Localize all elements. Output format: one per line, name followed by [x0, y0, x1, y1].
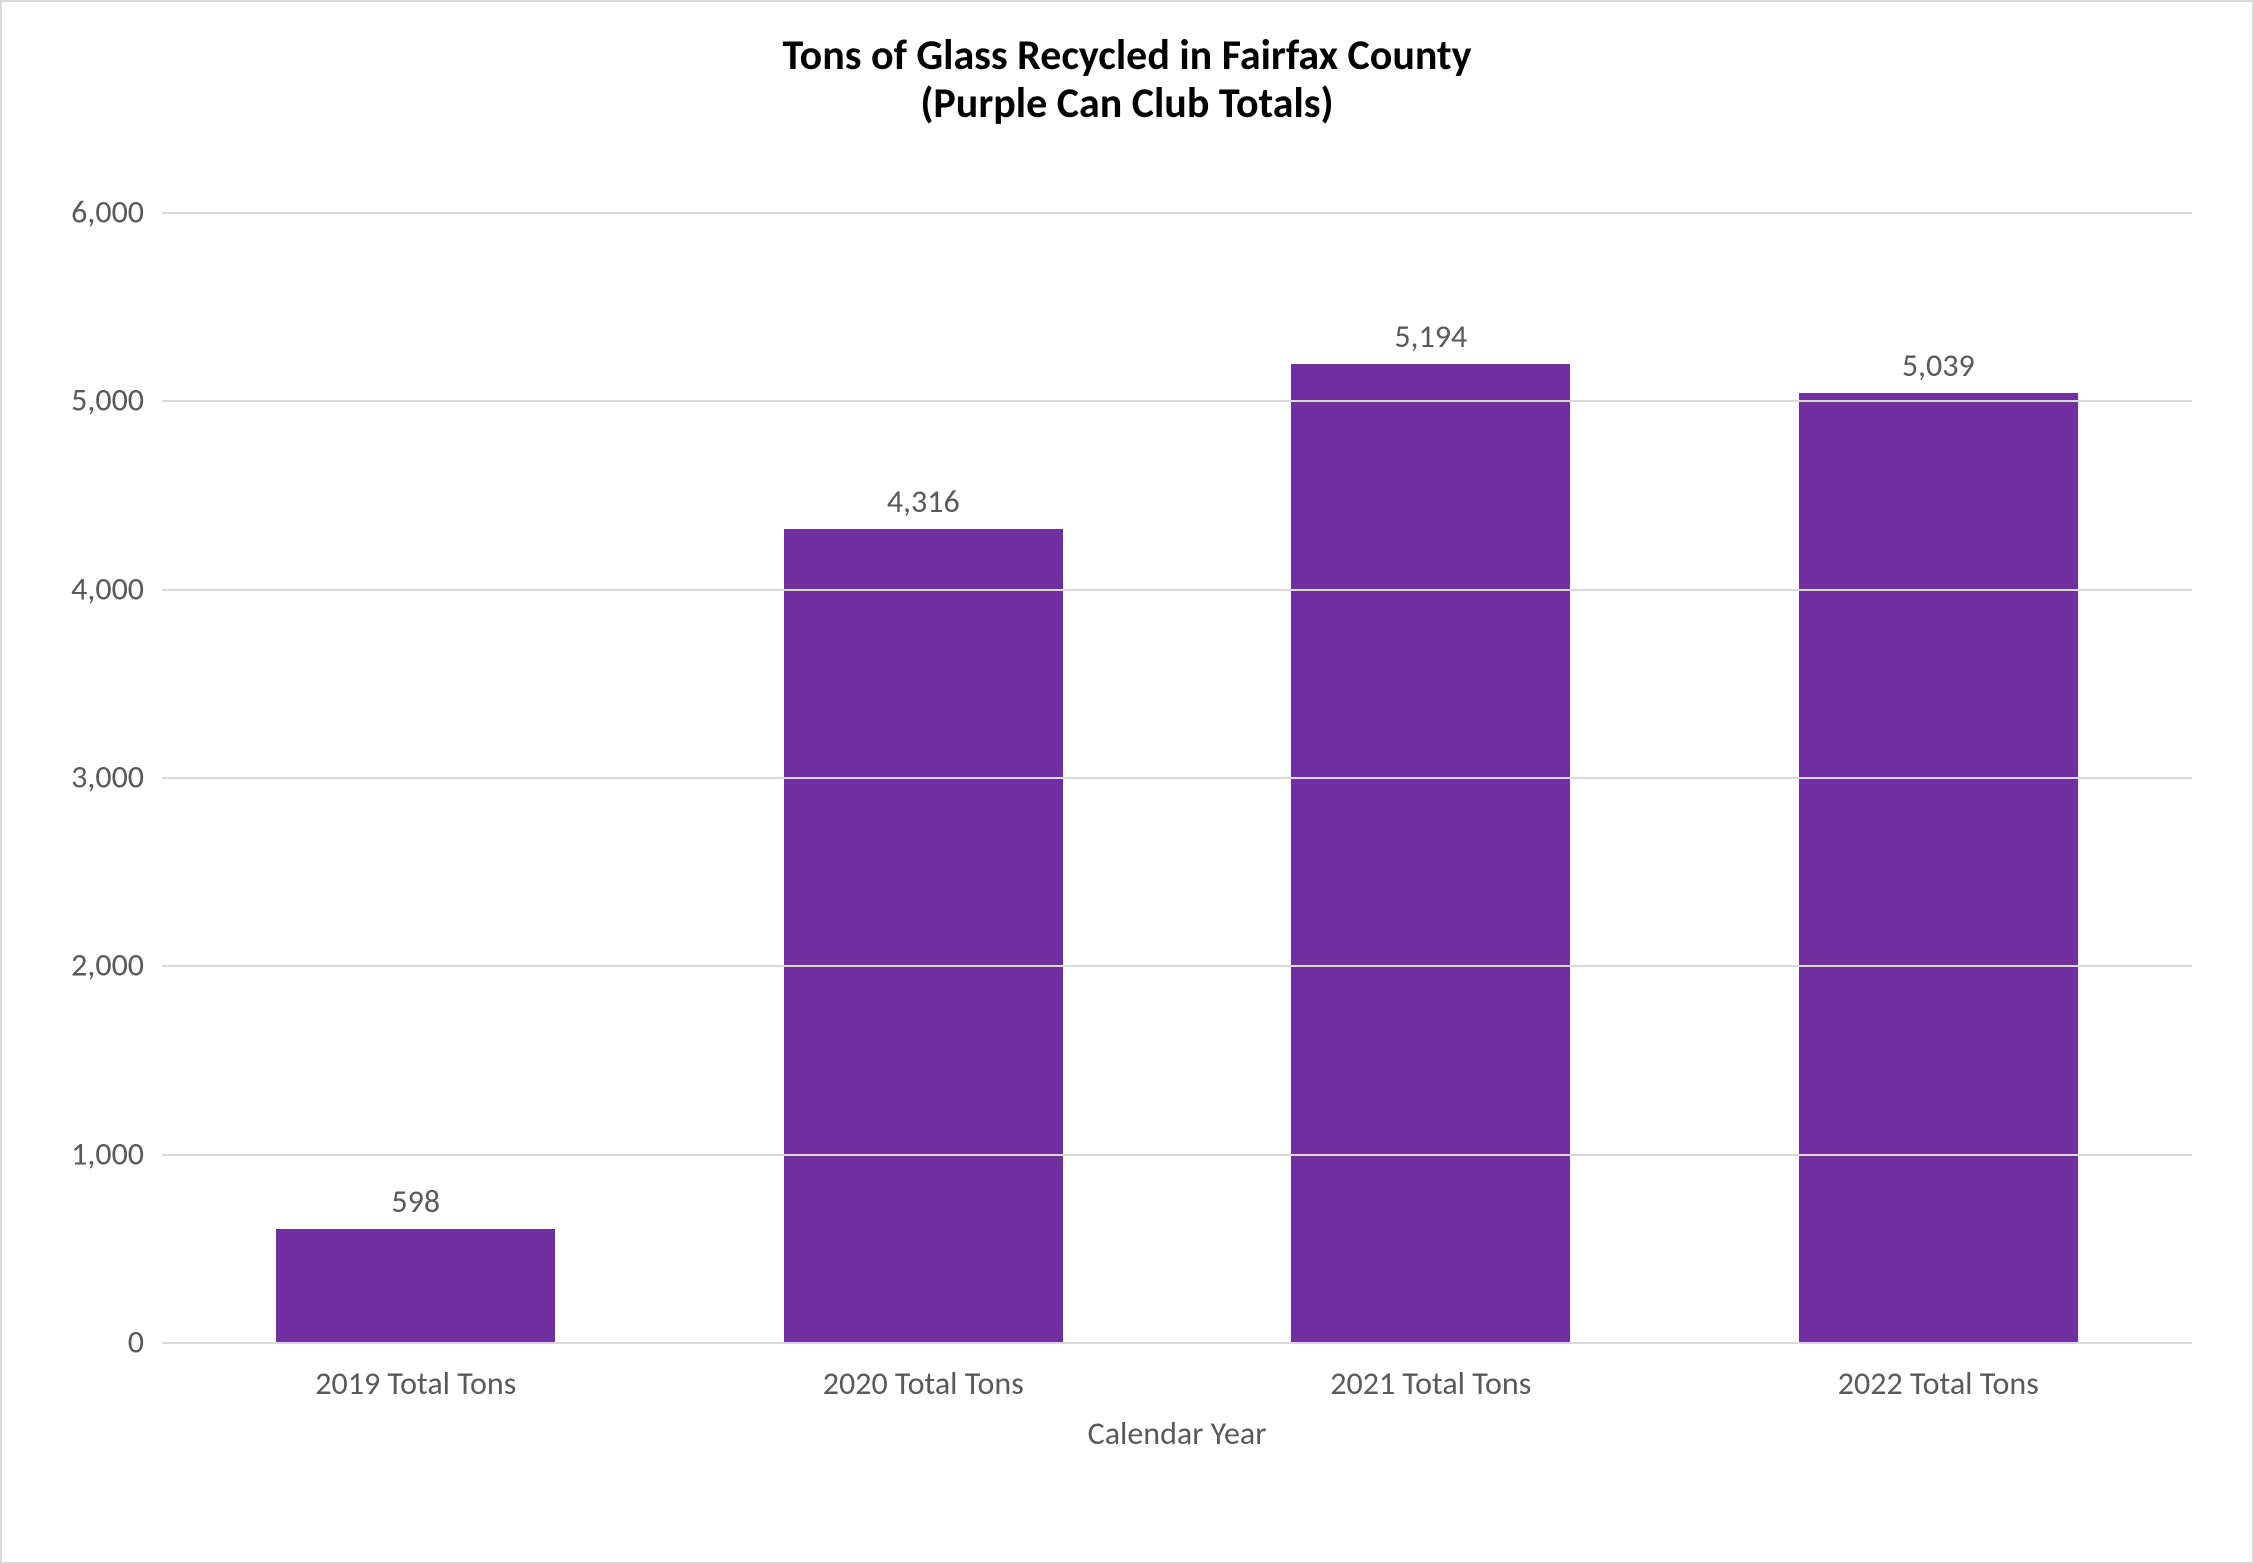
gridline — [162, 1342, 2192, 1344]
x-tick-label: 2021 Total Tons — [1177, 1364, 1685, 1403]
y-tick-label: 1,000 — [71, 1134, 162, 1173]
bar-value-label: 598 — [276, 1182, 555, 1229]
gridline — [162, 965, 2192, 967]
bar: 5,039 — [1799, 393, 2078, 1342]
plot-area: 5984,3165,1945,039 01,0002,0003,0004,000… — [162, 212, 2192, 1342]
gridline — [162, 777, 2192, 779]
chart-title-line2: (Purple Can Club Totals) — [2, 80, 2252, 128]
bar-value-label: 4,316 — [784, 482, 1063, 529]
gridline — [162, 400, 2192, 402]
chart-container: Tons of Glass Recycled in Fairfax County… — [0, 0, 2254, 1564]
gridline — [162, 589, 2192, 591]
bar-value-label: 5,039 — [1799, 346, 2078, 393]
bar-value-label: 5,194 — [1291, 317, 1570, 364]
x-axis-title: Calendar Year — [162, 1414, 2192, 1453]
y-tick-label: 0 — [128, 1323, 162, 1362]
bar: 5,194 — [1291, 364, 1570, 1342]
y-tick-label: 6,000 — [71, 193, 162, 232]
chart-title: Tons of Glass Recycled in Fairfax County… — [2, 32, 2252, 129]
x-labels-row: 2019 Total Tons2020 Total Tons2021 Total… — [162, 1364, 2192, 1403]
bar: 598 — [276, 1229, 555, 1342]
x-tick-label: 2019 Total Tons — [162, 1364, 670, 1403]
chart-title-line1: Tons of Glass Recycled in Fairfax County — [2, 32, 2252, 80]
y-tick-label: 3,000 — [71, 758, 162, 797]
y-tick-label: 2,000 — [71, 946, 162, 985]
y-tick-label: 4,000 — [71, 569, 162, 608]
gridline — [162, 212, 2192, 214]
x-tick-label: 2020 Total Tons — [670, 1364, 1178, 1403]
x-tick-label: 2022 Total Tons — [1685, 1364, 2193, 1403]
y-tick-label: 5,000 — [71, 381, 162, 420]
bar: 4,316 — [784, 529, 1063, 1342]
gridline — [162, 1154, 2192, 1156]
